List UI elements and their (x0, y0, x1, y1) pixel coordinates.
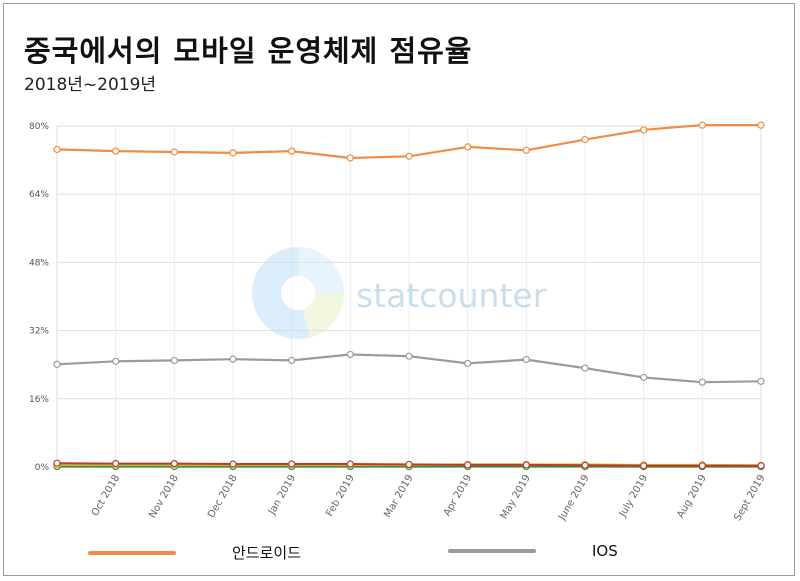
data-point (698, 378, 706, 386)
data-point (112, 459, 120, 468)
data-point (53, 145, 61, 154)
x-tick-label: Nov 2018 (147, 473, 181, 520)
y-tick-label: 16% (29, 395, 49, 405)
legend-swatch (88, 550, 176, 555)
chart-subtitle: 2018년~2019년 (24, 75, 157, 95)
data-point (640, 126, 648, 134)
data-point (405, 352, 413, 360)
watermark-text: statcounter (356, 276, 547, 315)
data-point (464, 143, 472, 151)
x-tick-label: July 2019 (617, 473, 650, 520)
data-point (581, 461, 589, 469)
data-point (112, 147, 120, 155)
data-point (464, 359, 472, 368)
data-point (464, 461, 472, 469)
data-point (288, 356, 296, 365)
data-point (757, 377, 765, 385)
series (53, 121, 765, 471)
legend: 안드로이드 IOS (60, 530, 770, 570)
grid (56, 125, 762, 468)
y-tick-label: 0% (35, 463, 50, 473)
statcounter-watermark: statcounter (252, 247, 547, 339)
data-point (405, 460, 413, 469)
data-point (698, 121, 706, 129)
data-point (288, 147, 296, 155)
chart-frame (3, 3, 795, 576)
data-point (698, 462, 706, 470)
data-point (640, 373, 648, 382)
x-tick-label: Dec 2018 (206, 473, 240, 520)
x-tick-label: June 2019 (556, 473, 591, 523)
y-tick-label: 64% (29, 190, 49, 200)
data-point (346, 154, 354, 162)
x-tick-label: Jan 2019 (266, 473, 298, 518)
legend-item: 안드로이드 (88, 542, 301, 563)
legend-item: IOS (448, 542, 618, 560)
y-tick-label: 80% (29, 122, 49, 132)
data-point (640, 462, 648, 470)
data-point (229, 460, 237, 468)
x-tick-label: Feb 2019 (324, 473, 357, 519)
x-tick-label: Apr 2019 (442, 473, 474, 518)
data-point (405, 152, 413, 160)
data-point (53, 459, 61, 467)
y-tick-label: 48% (29, 258, 49, 268)
chart-title: 중국에서의 모바일 운영체제 점유율 (24, 34, 473, 68)
data-point (170, 356, 178, 365)
x-tick-label: Mar 2019 (382, 473, 415, 520)
data-point (170, 148, 178, 156)
data-point (170, 459, 178, 468)
data-point (522, 146, 530, 154)
x-tick-label: May 2019 (499, 473, 533, 521)
data-point (522, 355, 530, 364)
data-point (522, 461, 530, 469)
data-point (757, 462, 765, 470)
data-point (581, 364, 589, 372)
legend-label: IOS (592, 542, 618, 560)
x-tick-label: Sept 2019 (732, 473, 767, 523)
data-point (112, 357, 120, 365)
legend-swatch (448, 549, 536, 553)
legend-label: 안드로이드 (232, 544, 302, 562)
data-point (346, 350, 354, 359)
data-point (346, 460, 354, 468)
data-point (229, 355, 237, 363)
data-point (53, 360, 61, 368)
data-point (581, 136, 589, 144)
data-point (229, 149, 237, 157)
data-point (288, 460, 296, 468)
data-point (757, 121, 765, 129)
y-tick-label: 32% (29, 327, 49, 337)
x-tick-label: Aug 2019 (675, 473, 709, 520)
x-tick-label: Oct 2018 (90, 473, 122, 518)
